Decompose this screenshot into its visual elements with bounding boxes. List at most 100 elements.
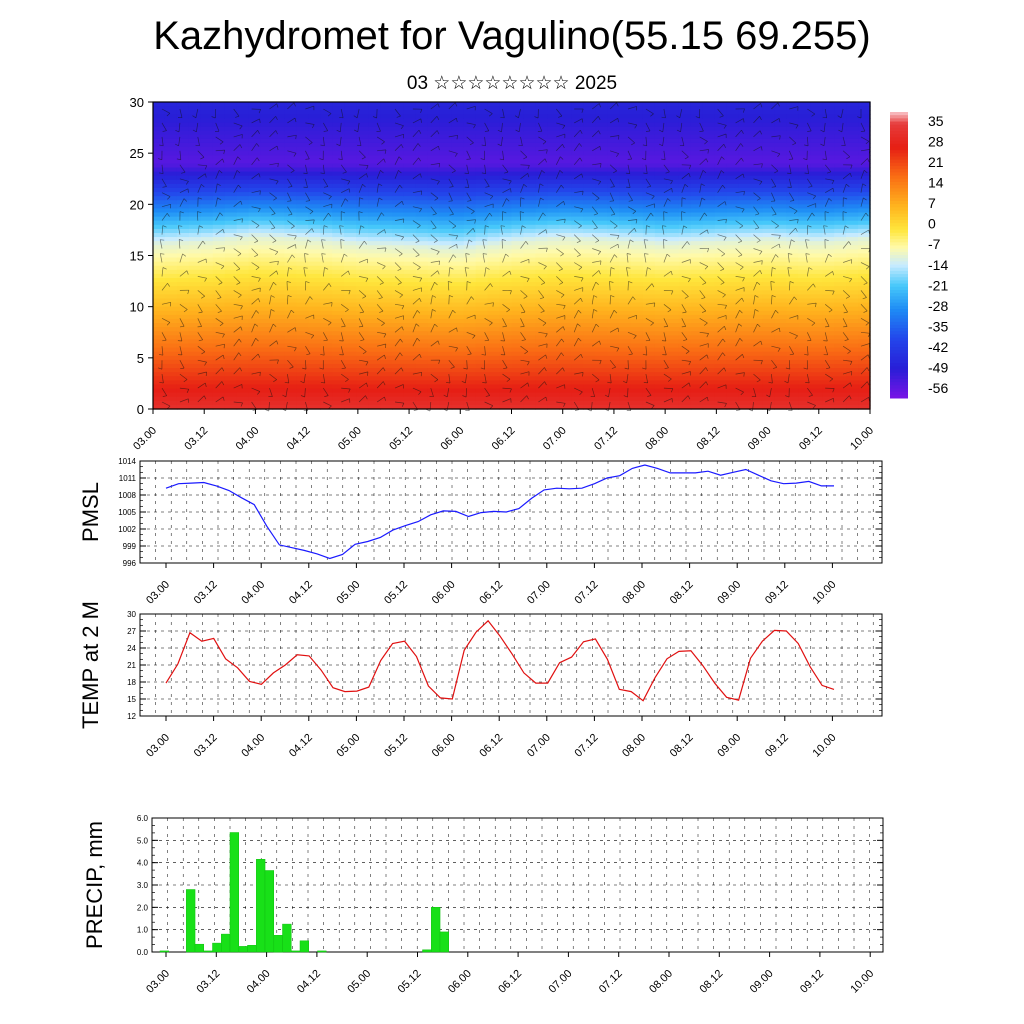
heatmap-cell [690,339,704,345]
heatmap-cell [320,130,333,136]
heatmap-cell [308,151,321,156]
heatmap-cell [236,155,250,160]
heatmap-cell [678,286,692,291]
heatmap-cell [666,179,680,185]
heatmap-cell [631,335,644,341]
heatmap-cell [774,183,787,189]
heatmap-cell [810,392,823,398]
heatmap-cell [392,110,405,115]
heatmap-cell [403,339,417,345]
heatmap-cell [511,265,525,271]
heatmap-cell [846,122,859,128]
heatmap-cell [702,294,716,300]
heatmap-cell [619,220,632,226]
heatmap-cell [475,257,489,263]
heatmap-cell [176,130,190,136]
wind-barb [215,354,224,361]
heatmap-cell [415,159,429,164]
heatmap-cell [272,273,286,279]
wind-barb-flag [294,327,297,332]
heatmap-cell [439,400,453,406]
wind-barb [251,130,258,138]
heatmap-cell [415,302,429,308]
heatmap-cell [499,310,513,316]
heatmap-cell [451,224,465,230]
heatmap-cell [164,359,178,365]
heatmap-cell [726,310,740,316]
heatmap-cell [858,359,871,365]
heatmap-cell [714,376,728,381]
heatmap-cell [822,318,835,324]
heatmap-cell [798,310,811,316]
heatmap-cell [714,359,728,365]
heatmap-cell [690,249,704,255]
heatmap-cell [535,228,548,234]
heatmap-cell [451,232,465,238]
wind-barb [269,178,279,182]
heatmap-cell [248,122,262,128]
heatmap-cell [607,183,620,189]
heatmap-cell [774,134,787,140]
heatmap-cell [320,245,333,250]
heatmap-cell [858,179,871,185]
heatmap-cell [810,155,823,160]
heatmap-cell [822,114,835,119]
heatmap-cell [607,151,620,156]
heatmap-cell [798,388,811,394]
heatmap-cell [224,118,238,124]
heatmap-cell [415,192,429,197]
heatmap-cell [631,106,644,111]
heatmap-cell [356,249,369,255]
wind-barb-flag [254,254,259,258]
wind-barb-flag [162,186,167,188]
heatmap-cell [499,347,513,353]
heatmap-cell [356,142,369,148]
heatmap-cell [272,183,286,189]
heatmap-cell [368,273,381,279]
heatmap-cell [595,192,608,197]
heatmap-cell [153,187,166,193]
heatmap-cell [487,343,501,349]
heatmap-cell [475,192,489,197]
heatmap-cell [511,212,525,218]
heatmap-cell [212,278,226,283]
heatmap-cell [499,130,513,136]
heatmap-cell [427,282,441,287]
heatmap-cell [858,200,871,205]
heatmap-cell [427,151,441,156]
heatmap-cell [344,163,357,169]
heatmap-cell [356,265,369,271]
heatmap-cell [188,106,202,111]
heatmap-cell [212,249,226,255]
heatmap-cell [224,110,238,115]
heatmap-cell [702,163,716,169]
heatmap-cell [164,142,178,148]
heatmap-cell [499,106,513,111]
heatmap-cell [547,220,560,226]
heatmap-cell [535,245,548,250]
wind-barb [233,326,242,333]
heatmap-cell [810,249,823,255]
heatmap-cell [786,290,799,295]
heatmap-cell [666,228,680,234]
heatmap-cell [798,208,811,214]
heatmap-cell [642,323,656,328]
heatmap-cell [320,327,333,332]
heatmap-cell [511,171,525,177]
heatmap-cell [392,212,405,218]
heatmap-cell [535,286,548,291]
wind-barb-flag [219,141,224,145]
heatmap-cell [308,142,321,148]
heatmap-cell [188,380,202,386]
heatmap-cell [822,265,835,271]
heatmap-cell [666,355,680,361]
heatmap-cell [499,138,513,144]
heatmap-cell [654,265,668,271]
heatmap-cell [439,363,453,369]
heatmap-cell [308,175,321,181]
heatmap-cell [415,273,429,279]
heatmap-cell [607,302,620,308]
heatmap-cell [236,257,250,263]
heatmap-cell [332,343,345,349]
heatmap-cell [846,183,859,189]
